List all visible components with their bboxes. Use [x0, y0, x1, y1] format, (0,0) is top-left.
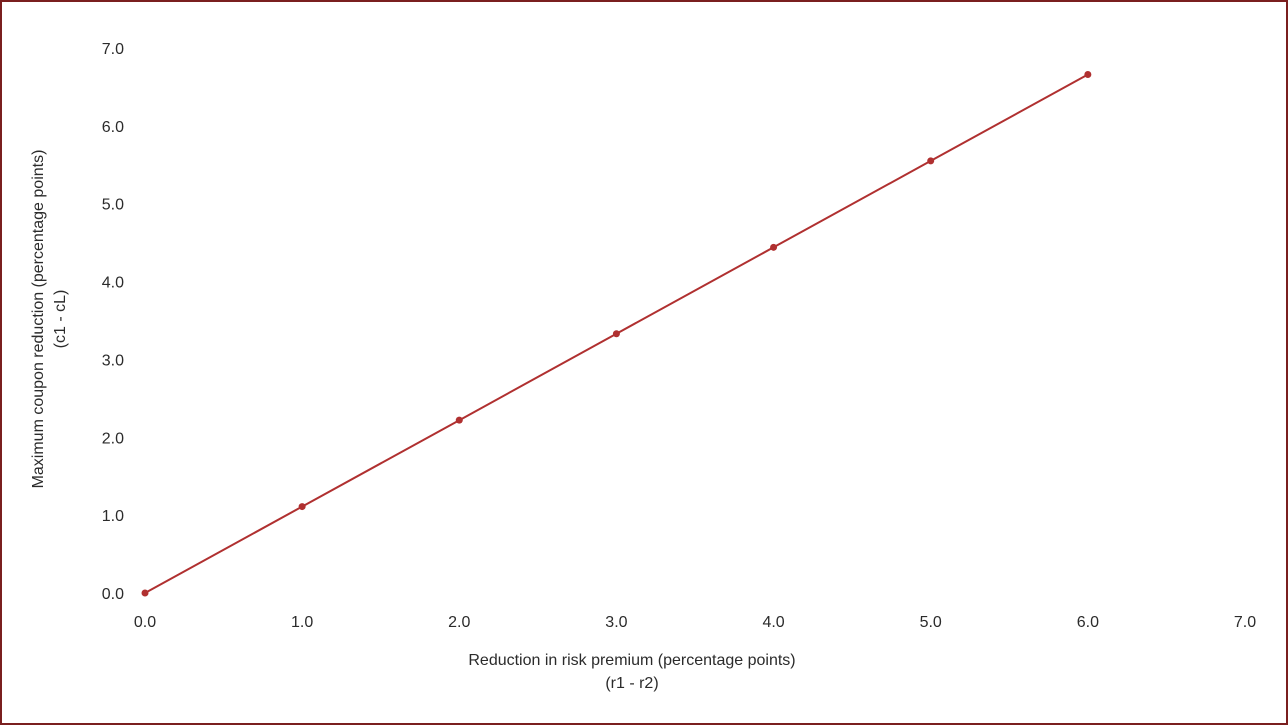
x-tick-label: 0.0	[134, 614, 156, 631]
data-point	[927, 157, 935, 165]
x-tick-label: 5.0	[920, 614, 942, 631]
y-tick-label: 4.0	[102, 275, 124, 292]
data-point	[612, 330, 620, 338]
y-tick-label: 7.0	[102, 41, 124, 58]
x-tick-label: 3.0	[605, 614, 627, 631]
y-tick-label: 1.0	[102, 508, 124, 525]
data-point	[455, 416, 463, 424]
y-tick-label: 6.0	[102, 119, 124, 136]
y-tick-label: 0.0	[102, 586, 124, 603]
x-axis-ticks: 0.0 1.0 2.0 3.0 4.0 5.0 6.0 7.0	[134, 614, 1256, 631]
y-axis-title: Maximum coupon reduction (percentage poi…	[30, 150, 47, 489]
data-point	[141, 589, 149, 597]
x-tick-label: 2.0	[448, 614, 470, 631]
y-tick-label: 2.0	[102, 430, 124, 447]
y-axis-ticks: 0.0 1.0 2.0 3.0 4.0 5.0 6.0 7.0	[102, 41, 124, 603]
x-tick-label: 6.0	[1077, 614, 1099, 631]
y-tick-label: 5.0	[102, 197, 124, 214]
plot-area	[141, 70, 1092, 597]
x-axis-title: Reduction in risk premium (percentage po…	[468, 652, 795, 669]
x-tick-label: 4.0	[762, 614, 784, 631]
x-tick-label: 7.0	[1234, 614, 1256, 631]
x-tick-label: 1.0	[291, 614, 313, 631]
data-point	[298, 503, 306, 511]
x-axis-subtitle: (r1 - r2)	[605, 675, 658, 692]
y-axis-subtitle: (c1 - cL)	[52, 290, 69, 349]
data-point	[770, 243, 778, 251]
y-tick-label: 3.0	[102, 352, 124, 369]
data-point	[1084, 70, 1092, 78]
